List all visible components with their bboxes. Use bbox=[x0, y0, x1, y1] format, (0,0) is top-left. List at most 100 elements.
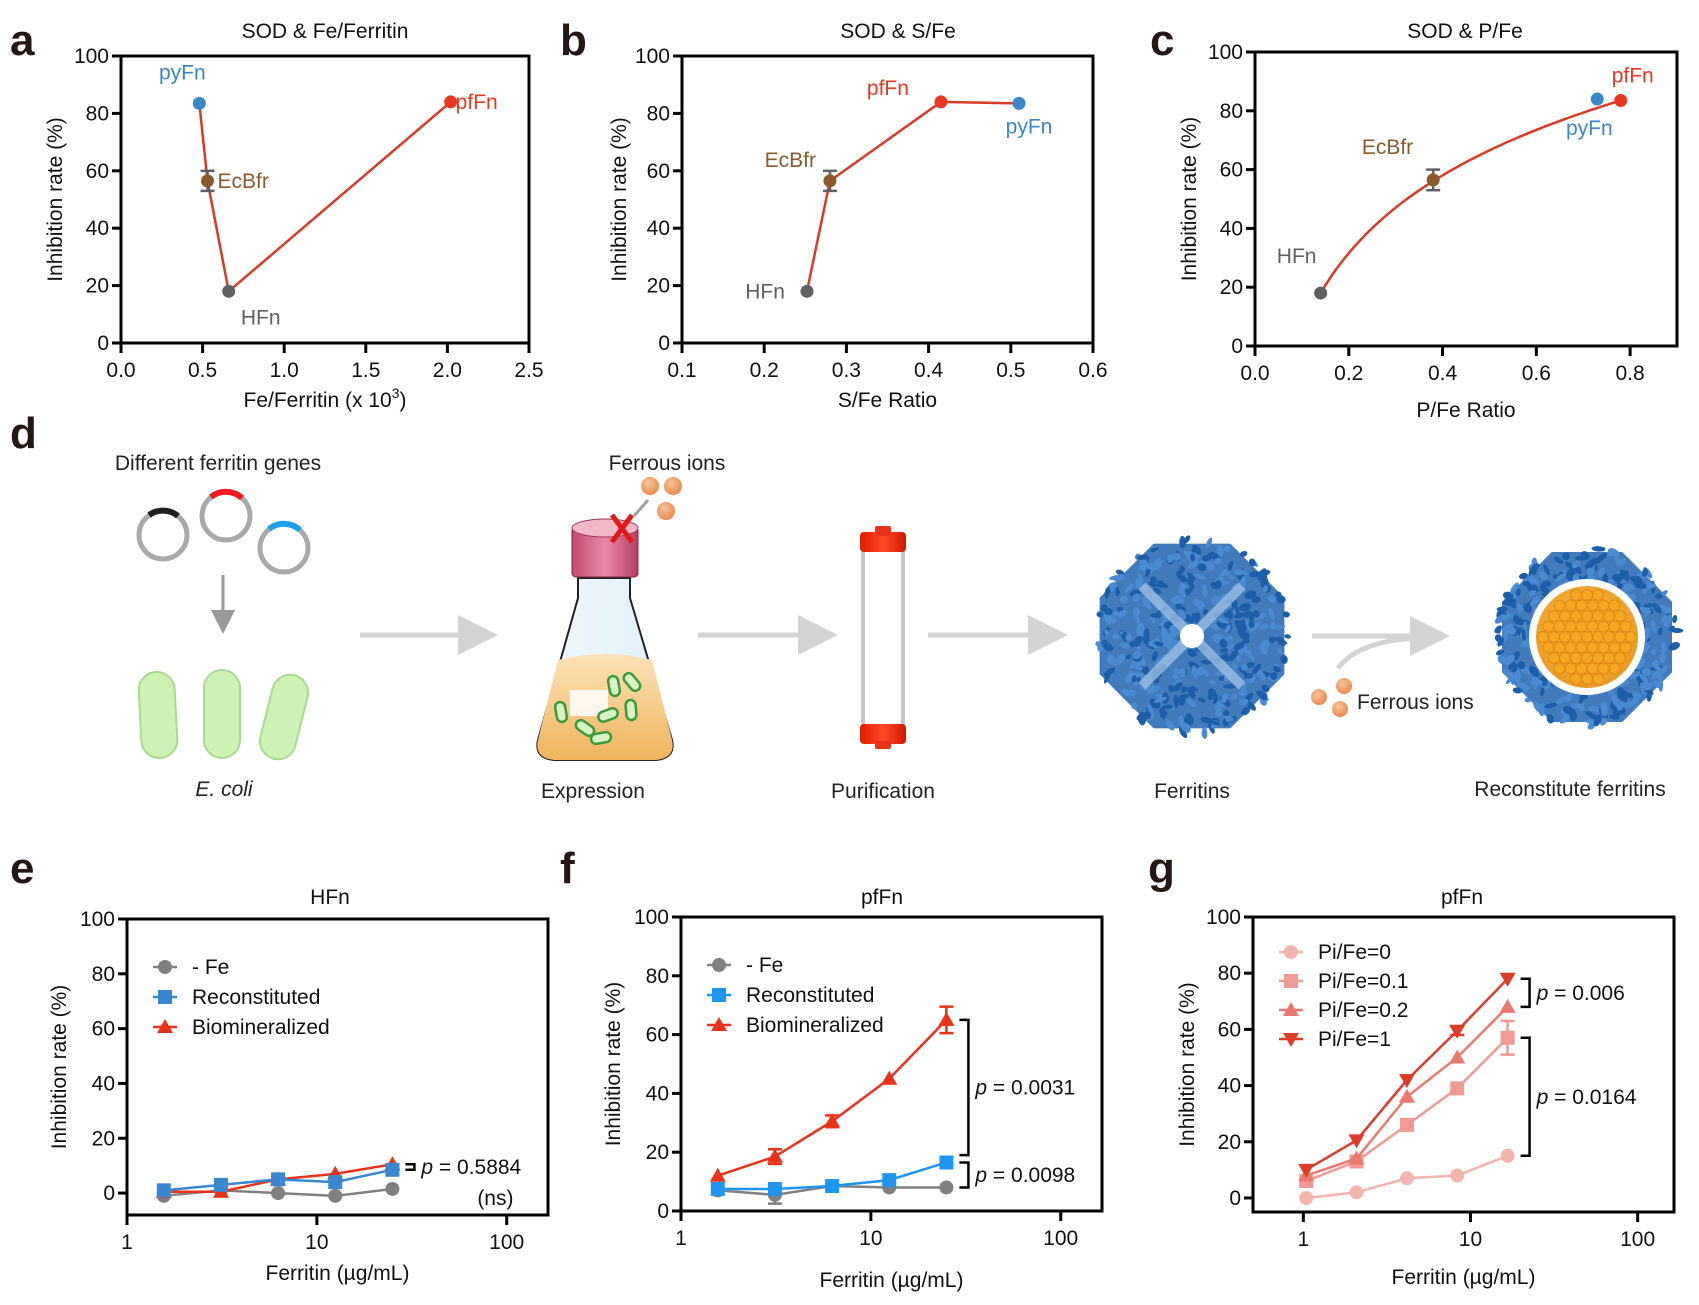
helix bbox=[1271, 624, 1285, 630]
x-tick-label: 0.8 bbox=[1616, 362, 1645, 385]
x-tick-label: 0.1 bbox=[667, 359, 696, 382]
iron-particle bbox=[1575, 662, 1588, 675]
helix bbox=[1612, 696, 1619, 703]
helix bbox=[1600, 704, 1608, 717]
helix bbox=[1210, 623, 1220, 631]
helix bbox=[1096, 611, 1104, 618]
helix bbox=[1593, 714, 1602, 727]
helix bbox=[1668, 641, 1680, 651]
y-tick-label: 60 bbox=[647, 160, 670, 183]
legend-item: - Fe bbox=[707, 954, 783, 977]
significance-bracket: p = 0.5884 (ns) bbox=[405, 1156, 522, 1210]
helix bbox=[1245, 619, 1252, 632]
iron-particle bbox=[1570, 673, 1582, 685]
helix bbox=[1159, 707, 1166, 720]
helix bbox=[1190, 553, 1196, 562]
helix bbox=[1153, 696, 1167, 703]
helix bbox=[1223, 684, 1238, 689]
helix bbox=[1261, 639, 1270, 648]
helix bbox=[1571, 560, 1582, 569]
helix bbox=[1268, 607, 1275, 621]
helix bbox=[1515, 617, 1523, 625]
helix bbox=[1661, 615, 1671, 624]
helix bbox=[1570, 703, 1581, 709]
helix bbox=[1186, 698, 1197, 708]
helix bbox=[1224, 624, 1231, 634]
helix bbox=[1136, 622, 1145, 637]
x-axis-label-sup: 3 bbox=[392, 385, 400, 401]
point-label-hfn: HFn bbox=[1277, 245, 1317, 268]
helix bbox=[1256, 669, 1267, 681]
helix bbox=[1176, 573, 1188, 583]
connecting-line bbox=[805, 100, 1020, 292]
legend-label: Reconstituted bbox=[192, 986, 320, 1009]
helix bbox=[1221, 692, 1229, 704]
helix bbox=[1530, 679, 1543, 687]
connecting-line bbox=[198, 100, 452, 294]
y-tick-label: 20 bbox=[1220, 276, 1243, 299]
helix bbox=[1274, 637, 1288, 645]
point-label-pffn: pfFn bbox=[867, 77, 909, 100]
helix bbox=[1672, 614, 1678, 624]
iron-particle bbox=[1542, 641, 1555, 654]
helix bbox=[1191, 665, 1198, 679]
bracket-line bbox=[405, 1163, 416, 1172]
helix bbox=[1166, 554, 1174, 563]
data-point-pffn bbox=[444, 95, 458, 109]
helix bbox=[1163, 635, 1174, 647]
p-value-text: = 0.0164 bbox=[1548, 1086, 1636, 1109]
point-label-pffn: pfFn bbox=[456, 91, 498, 114]
fit-curve bbox=[1319, 99, 1622, 294]
helix bbox=[1514, 651, 1521, 658]
legend-marker-icon bbox=[1284, 974, 1298, 988]
helix bbox=[1596, 552, 1608, 563]
y-axis-label: Inhibition rate (%) bbox=[608, 117, 631, 282]
legend-marker-icon bbox=[1283, 1033, 1299, 1047]
helix bbox=[1115, 587, 1120, 597]
helix bbox=[1234, 569, 1245, 576]
bracket-line bbox=[959, 1161, 970, 1189]
helix bbox=[1639, 606, 1652, 614]
helix bbox=[1148, 581, 1158, 588]
significance-bracket: p = 0.0031 bbox=[959, 1018, 1075, 1157]
data-point bbox=[1450, 1168, 1465, 1183]
helix bbox=[1146, 563, 1158, 571]
helix bbox=[1178, 726, 1188, 739]
helix bbox=[1528, 564, 1538, 578]
x-tick-label: 0.0 bbox=[106, 359, 135, 382]
helix bbox=[1124, 583, 1134, 593]
helix bbox=[1149, 686, 1161, 693]
iron-particle bbox=[1592, 589, 1604, 601]
data-point bbox=[1298, 1163, 1315, 1178]
helix bbox=[1119, 595, 1128, 604]
helix bbox=[1168, 684, 1175, 692]
helix bbox=[1150, 547, 1160, 553]
significance-bracket: p = 0.0164 bbox=[1520, 1036, 1637, 1158]
data-point-hfn bbox=[800, 284, 814, 298]
helix bbox=[1237, 628, 1245, 640]
y-tick-label: 60 bbox=[1220, 159, 1243, 182]
helix bbox=[1660, 642, 1667, 649]
helix bbox=[1591, 546, 1606, 552]
helix bbox=[1106, 655, 1116, 665]
data-point-ecbfr bbox=[1426, 173, 1440, 187]
helix bbox=[1523, 639, 1532, 650]
p-symbol: p bbox=[974, 1077, 987, 1100]
helix bbox=[1197, 563, 1207, 572]
iron-particle bbox=[1564, 641, 1577, 654]
series-line bbox=[1305, 1036, 1509, 1183]
data-point bbox=[1348, 1150, 1365, 1165]
helix bbox=[1243, 673, 1254, 679]
y-axis-label: Inhibition rate (%) bbox=[602, 982, 625, 1147]
y-tick-label: 100 bbox=[74, 45, 109, 68]
iron-particle bbox=[1553, 599, 1566, 612]
data-point bbox=[1500, 1030, 1515, 1045]
helix bbox=[1192, 598, 1205, 608]
significance-bracket: p = 0.006 bbox=[1520, 977, 1625, 1009]
helix bbox=[1259, 623, 1269, 630]
iron-particle bbox=[1564, 620, 1577, 633]
legend-item: Reconstituted bbox=[707, 984, 874, 1007]
helix bbox=[1270, 672, 1278, 680]
helix bbox=[1187, 560, 1199, 569]
x-tick-label: 100 bbox=[1620, 1228, 1655, 1251]
